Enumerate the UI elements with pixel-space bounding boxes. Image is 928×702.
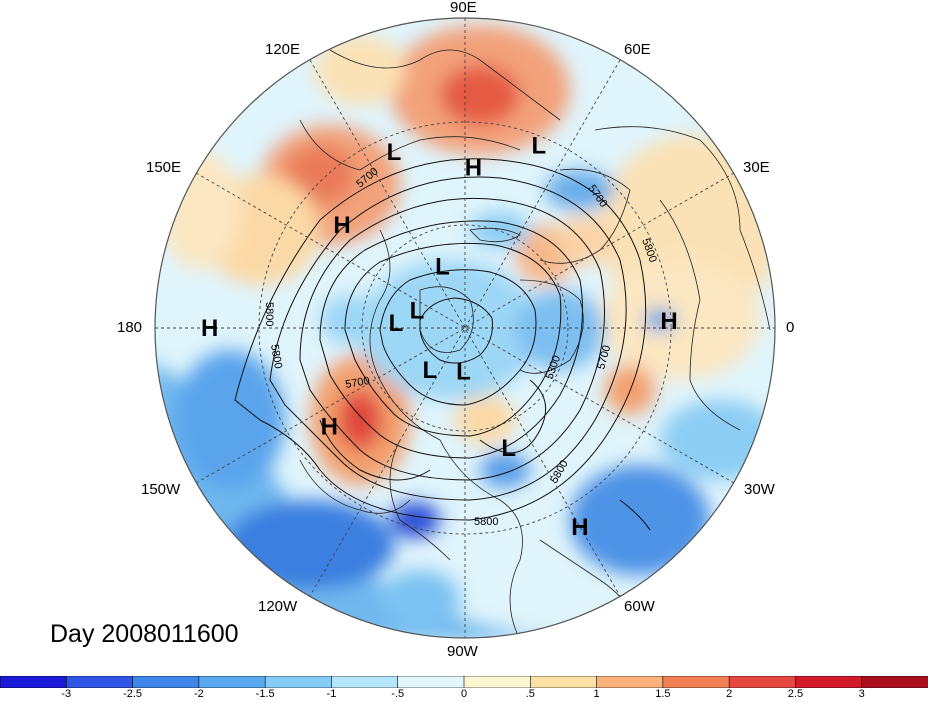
colorbar-swatch bbox=[132, 676, 200, 688]
lon-label-150e: 150E bbox=[146, 159, 182, 176]
colorbar-tick-label: 1.5 bbox=[655, 688, 671, 700]
lon-label-150w: 150W bbox=[141, 481, 181, 498]
high-pressure-marker: H bbox=[321, 414, 338, 441]
polar-stereographic-map: 5700 5800 5800 5700 5800 5800 5700 5300 … bbox=[154, 17, 776, 639]
lon-label-30e: 30E bbox=[743, 159, 770, 176]
high-pressure-marker: H bbox=[571, 514, 588, 541]
colorbar-swatch bbox=[463, 676, 532, 688]
colorbar-swatch bbox=[861, 676, 928, 688]
lon-label-0: 0 bbox=[786, 319, 795, 336]
low-pressure-marker: L bbox=[501, 435, 516, 462]
coastlines bbox=[299, 49, 771, 638]
low-pressure-marker: L bbox=[435, 253, 450, 280]
lon-label-60w: 60W bbox=[624, 598, 655, 615]
colorbar-swatch bbox=[0, 676, 68, 688]
height-contours bbox=[234, 158, 651, 531]
colorbar-tick-label: -2 bbox=[193, 688, 204, 700]
low-pressure-marker: L bbox=[531, 132, 546, 159]
colorbar-swatch bbox=[65, 676, 134, 688]
high-pressure-marker: H bbox=[201, 315, 218, 342]
colorbar-swatch bbox=[728, 676, 797, 688]
contour-label: 5800 bbox=[474, 516, 498, 528]
colorbar-tick-label: -2.5 bbox=[123, 688, 143, 700]
high-pressure-marker: H bbox=[465, 155, 482, 182]
colorbar-swatch bbox=[198, 676, 266, 688]
colorbar-swatch bbox=[397, 676, 465, 688]
high-pressure-marker: H bbox=[660, 308, 677, 335]
colorbar-swatch bbox=[795, 676, 863, 688]
colorbar-tick-label: .5 bbox=[525, 688, 535, 700]
lon-label-120w: 120W bbox=[258, 598, 298, 615]
date-title: Day 2008011600 bbox=[50, 620, 239, 648]
colorbar-tick-label: -3 bbox=[61, 688, 72, 700]
colorbar-tick-label: 0 bbox=[460, 688, 468, 700]
lon-label-120e: 120E bbox=[265, 41, 301, 58]
colorbar-tick-label: 2 bbox=[726, 688, 733, 700]
low-pressure-marker: L bbox=[389, 310, 404, 337]
map-frame bbox=[154, 17, 776, 639]
colorbar-swatch bbox=[331, 676, 399, 688]
contour-label: 5800 bbox=[263, 302, 275, 326]
colorbar bbox=[0, 676, 928, 688]
high-pressure-marker: H bbox=[333, 212, 350, 239]
lon-label-90e: 90E bbox=[450, 0, 477, 16]
colorbar-swatch bbox=[596, 676, 664, 688]
lon-label-60e: 60E bbox=[624, 41, 651, 58]
colorbar-swatch bbox=[529, 676, 598, 688]
low-pressure-marker: L bbox=[456, 359, 471, 386]
graticule bbox=[155, 18, 775, 638]
colorbar-tick-label: -1 bbox=[326, 688, 337, 700]
lon-label-30w: 30W bbox=[744, 481, 775, 498]
low-pressure-marker: L bbox=[410, 298, 425, 325]
low-pressure-marker: L bbox=[422, 357, 437, 384]
colorbar-tick-label: 3 bbox=[858, 688, 865, 700]
colorbar-swatch bbox=[662, 676, 730, 688]
contour-label: 5800 bbox=[268, 343, 284, 369]
colorbar-tick-label: -1.5 bbox=[255, 688, 275, 700]
colorbar-tick-label: -.5 bbox=[391, 688, 405, 700]
contour-label: 5700 bbox=[344, 375, 370, 391]
lon-label-180: 180 bbox=[117, 319, 143, 336]
low-pressure-marker: L bbox=[387, 139, 402, 166]
lon-label-90w: 90W bbox=[447, 643, 478, 660]
colorbar-tick-label: 2.5 bbox=[787, 688, 804, 700]
colorbar-swatch bbox=[264, 676, 333, 688]
colorbar-tick-label: 1 bbox=[593, 688, 600, 700]
